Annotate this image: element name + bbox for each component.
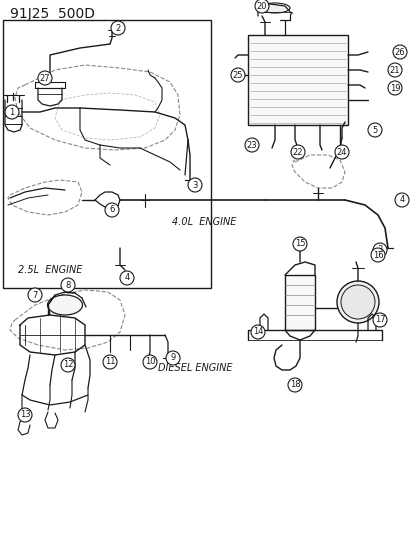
Circle shape — [250, 325, 264, 339]
Text: 2: 2 — [115, 23, 120, 33]
Text: 17: 17 — [374, 316, 385, 325]
Circle shape — [387, 81, 401, 95]
Circle shape — [290, 145, 304, 159]
Circle shape — [166, 351, 180, 365]
Bar — [3, 20, 211, 288]
Text: 25: 25 — [232, 70, 243, 79]
Circle shape — [392, 45, 406, 59]
Bar — [247, 35, 347, 125]
Text: DIESEL ENGINE: DIESEL ENGINE — [158, 363, 232, 373]
Circle shape — [254, 0, 268, 13]
Text: 27: 27 — [40, 74, 50, 83]
Text: 4: 4 — [399, 196, 404, 205]
Text: 10: 10 — [145, 358, 155, 367]
Circle shape — [18, 408, 32, 422]
Circle shape — [188, 178, 202, 192]
Circle shape — [230, 68, 244, 82]
Circle shape — [394, 193, 408, 207]
Circle shape — [367, 123, 381, 137]
Text: 3: 3 — [192, 181, 197, 190]
Circle shape — [5, 105, 19, 119]
Text: 11: 11 — [104, 358, 115, 367]
Circle shape — [111, 21, 125, 35]
Text: 4.0L  ENGINE: 4.0L ENGINE — [171, 217, 236, 227]
Text: 23: 23 — [246, 141, 257, 149]
Text: 12: 12 — [63, 360, 73, 369]
Text: 8: 8 — [65, 280, 71, 289]
Text: 91J25  500D: 91J25 500D — [10, 7, 95, 21]
Text: 3: 3 — [376, 246, 382, 254]
Circle shape — [105, 203, 119, 217]
Circle shape — [372, 243, 386, 257]
Ellipse shape — [336, 281, 378, 323]
Text: 7: 7 — [32, 290, 38, 300]
Ellipse shape — [259, 3, 289, 13]
Circle shape — [287, 378, 301, 392]
Text: 14: 14 — [252, 327, 263, 336]
Circle shape — [334, 145, 348, 159]
Circle shape — [372, 313, 386, 327]
Text: 5: 5 — [371, 125, 377, 134]
Text: 19: 19 — [389, 84, 399, 93]
Text: 21: 21 — [389, 66, 399, 75]
Text: 22: 22 — [292, 148, 302, 157]
Circle shape — [61, 278, 75, 292]
Text: 13: 13 — [20, 410, 30, 419]
Text: 9: 9 — [170, 353, 175, 362]
Text: 20: 20 — [256, 2, 267, 11]
Text: 1: 1 — [9, 108, 14, 117]
Circle shape — [120, 271, 134, 285]
Ellipse shape — [340, 285, 374, 319]
Text: 16: 16 — [372, 251, 382, 260]
Circle shape — [142, 355, 157, 369]
Bar — [284, 275, 314, 330]
Circle shape — [244, 138, 259, 152]
Text: 4: 4 — [124, 273, 129, 282]
Circle shape — [370, 248, 384, 262]
Text: 24: 24 — [336, 148, 347, 157]
Text: 15: 15 — [294, 239, 304, 248]
Circle shape — [61, 358, 75, 372]
Circle shape — [103, 355, 117, 369]
Text: 26: 26 — [394, 47, 404, 56]
Text: 6: 6 — [109, 206, 114, 214]
Circle shape — [292, 237, 306, 251]
Text: 2.5L  ENGINE: 2.5L ENGINE — [18, 265, 82, 275]
Circle shape — [28, 288, 42, 302]
Ellipse shape — [47, 295, 82, 315]
Circle shape — [38, 71, 52, 85]
Text: 18: 18 — [289, 381, 299, 390]
Circle shape — [387, 63, 401, 77]
